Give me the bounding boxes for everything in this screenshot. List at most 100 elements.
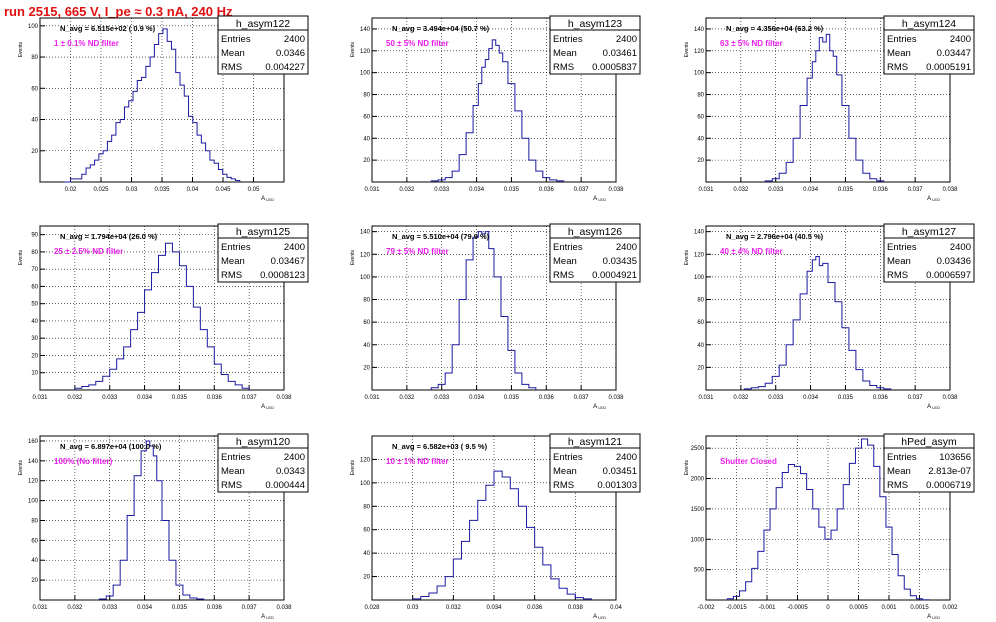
x-tick-label: 0.034 bbox=[469, 187, 485, 193]
x-tick-label: 0.04 bbox=[187, 187, 199, 193]
stats-label-rms: RMS bbox=[221, 480, 242, 491]
stats-value-mean: 0.03467 bbox=[271, 256, 305, 267]
stats-value-rms: 0.0006597 bbox=[926, 270, 971, 281]
y-tick-label: 120 bbox=[360, 49, 371, 55]
histogram-panel-h_asym126: 0.031 0.032 0.033 0.034 0.035 0.036 0.037 0.038… bbox=[350, 223, 641, 410]
y-tick-label: 100 bbox=[360, 71, 371, 77]
navg-label: N_avg = 6.515e+02 ( 0.9 %) bbox=[60, 24, 156, 33]
histogram-name: h_asym125 bbox=[236, 226, 290, 238]
stats-box bbox=[883, 433, 975, 493]
x-tick-label: 0.036 bbox=[539, 187, 555, 193]
histogram-panel-h_asym124: 0.031 0.032 0.033 0.034 0.035 0.036 0.037 0.038… bbox=[684, 15, 975, 202]
y-tick-label: 70 bbox=[31, 267, 38, 273]
x-axis-title: A LED bbox=[261, 404, 274, 410]
navg-label: N_avg = 6.897e+04 (100.0 %) bbox=[60, 442, 162, 451]
y-tick-label: 2000 bbox=[691, 477, 705, 483]
y-tick-label: 80 bbox=[697, 93, 704, 99]
histogram-name: h_asym126 bbox=[568, 226, 622, 238]
x-tick-label: 0.03 bbox=[126, 187, 138, 193]
stats-label-entries: Entries bbox=[221, 452, 251, 463]
histogram-panel-h_asym120: 0.031 0.032 0.033 0.034 0.035 0.036 0.037 0.038… bbox=[18, 433, 309, 620]
y-tick-label: 40 bbox=[697, 343, 704, 349]
stats-label-rms: RMS bbox=[221, 270, 242, 281]
stats-label-rms: RMS bbox=[553, 62, 574, 73]
filter-annotation: 10 ± 1% ND filter bbox=[386, 457, 449, 466]
stats-value-rms: 0.0004921 bbox=[592, 270, 637, 281]
stats-value-rms: 0.001303 bbox=[597, 480, 637, 491]
x-tick-label: 0.033 bbox=[102, 605, 118, 611]
x-axis-title: A LED bbox=[927, 614, 940, 620]
y-tick-label: 2500 bbox=[691, 446, 705, 452]
x-tick-label: 0 bbox=[826, 605, 830, 611]
stats-box bbox=[549, 15, 641, 75]
histogram-panel-h_asym125: 0.031 0.032 0.033 0.034 0.035 0.036 0.037 0.038… bbox=[18, 223, 309, 410]
x-tick-label: 0.034 bbox=[137, 395, 153, 401]
y-tick-label: 100 bbox=[694, 71, 705, 77]
x-tick-label: 0.035 bbox=[504, 187, 520, 193]
y-tick-label: 20 bbox=[31, 578, 38, 584]
x-tick-label: -0.001 bbox=[758, 605, 776, 611]
y-tick-label: 40 bbox=[31, 319, 38, 325]
filter-annotation: 100% (No filter) bbox=[54, 457, 113, 466]
x-tick-label: 0.032 bbox=[399, 187, 415, 193]
x-tick-label: 0.028 bbox=[364, 605, 380, 611]
histogram-panel-h_asym122: 0.02 0.025 0.03 0.035 0.04 0.045 0.05 20 40 60 80 1… bbox=[18, 15, 309, 202]
stats-box bbox=[883, 15, 975, 75]
y-tick-label: 120 bbox=[694, 252, 705, 258]
y-tick-label: 120 bbox=[694, 49, 705, 55]
x-tick-label: 0.031 bbox=[364, 187, 380, 193]
x-axis-title: A LED bbox=[927, 404, 940, 410]
filter-annotation: 1 ± 0.1% ND filter bbox=[54, 39, 119, 48]
stats-label-entries: Entries bbox=[887, 242, 917, 253]
x-tick-label: 0.034 bbox=[803, 395, 819, 401]
y-tick-label: 1000 bbox=[691, 537, 705, 543]
filter-annotation: 25 ± 2.5% ND filter bbox=[54, 247, 123, 256]
stats-value-entries: 103656 bbox=[939, 452, 971, 463]
histogram-series bbox=[764, 33, 885, 182]
x-tick-label: 0.037 bbox=[908, 187, 924, 193]
x-tick-label: 0.036 bbox=[873, 187, 889, 193]
x-tick-label: -0.002 bbox=[697, 605, 715, 611]
x-tick-label: 0.037 bbox=[574, 187, 590, 193]
histogram-series bbox=[430, 231, 537, 390]
x-tick-label: 0.038 bbox=[942, 395, 958, 401]
x-tick-label: 0.038 bbox=[276, 395, 292, 401]
x-tick-label: 0.037 bbox=[908, 395, 924, 401]
stats-box bbox=[217, 433, 309, 493]
x-tick-label: 0.033 bbox=[434, 187, 450, 193]
histogram-name: h_asym122 bbox=[236, 18, 290, 30]
x-tick-label: 0.033 bbox=[102, 395, 118, 401]
stats-value-mean: 0.03436 bbox=[937, 256, 971, 267]
x-tick-label: 0.036 bbox=[539, 395, 555, 401]
y-tick-label: 50 bbox=[31, 302, 38, 308]
x-tick-label: 0.045 bbox=[215, 187, 231, 193]
x-tick-label: 0.031 bbox=[364, 395, 380, 401]
stats-label-mean: Mean bbox=[221, 256, 245, 267]
stats-label-mean: Mean bbox=[553, 466, 577, 477]
page-title: run 2515, 665 V, I_pe ≈ 0.3 nA, 240 Hz bbox=[4, 4, 233, 19]
plot-frame bbox=[371, 17, 617, 183]
stats-label-mean: Mean bbox=[553, 256, 577, 267]
stats-box bbox=[549, 433, 641, 493]
stats-label-entries: Entries bbox=[887, 34, 917, 45]
x-tick-label: 0.02 bbox=[65, 187, 77, 193]
x-tick-label: 0.0015 bbox=[910, 605, 929, 611]
navg-label: N_avg = 1.794e+04 (26.0 %) bbox=[60, 232, 158, 241]
y-axis-title: Events bbox=[350, 42, 356, 58]
x-axis-title: A LED bbox=[593, 404, 606, 410]
histogram-name: h_asym124 bbox=[902, 18, 956, 30]
x-tick-label: 0.036 bbox=[207, 395, 223, 401]
x-axis-title: A LED bbox=[261, 614, 274, 620]
x-tick-label: 0.032 bbox=[733, 187, 749, 193]
x-tick-label: 0.032 bbox=[446, 605, 462, 611]
stats-box bbox=[217, 223, 309, 283]
stats-value-entries: 2400 bbox=[284, 34, 305, 45]
x-tick-label: 0.035 bbox=[504, 395, 520, 401]
stats-label-mean: Mean bbox=[887, 256, 911, 267]
stats-label-rms: RMS bbox=[221, 62, 242, 73]
x-tick-label: 0.032 bbox=[733, 395, 749, 401]
y-tick-label: 140 bbox=[694, 230, 705, 236]
y-tick-label: 80 bbox=[31, 250, 38, 256]
x-tick-label: 0.031 bbox=[698, 395, 714, 401]
x-tick-label: 0.031 bbox=[32, 395, 48, 401]
